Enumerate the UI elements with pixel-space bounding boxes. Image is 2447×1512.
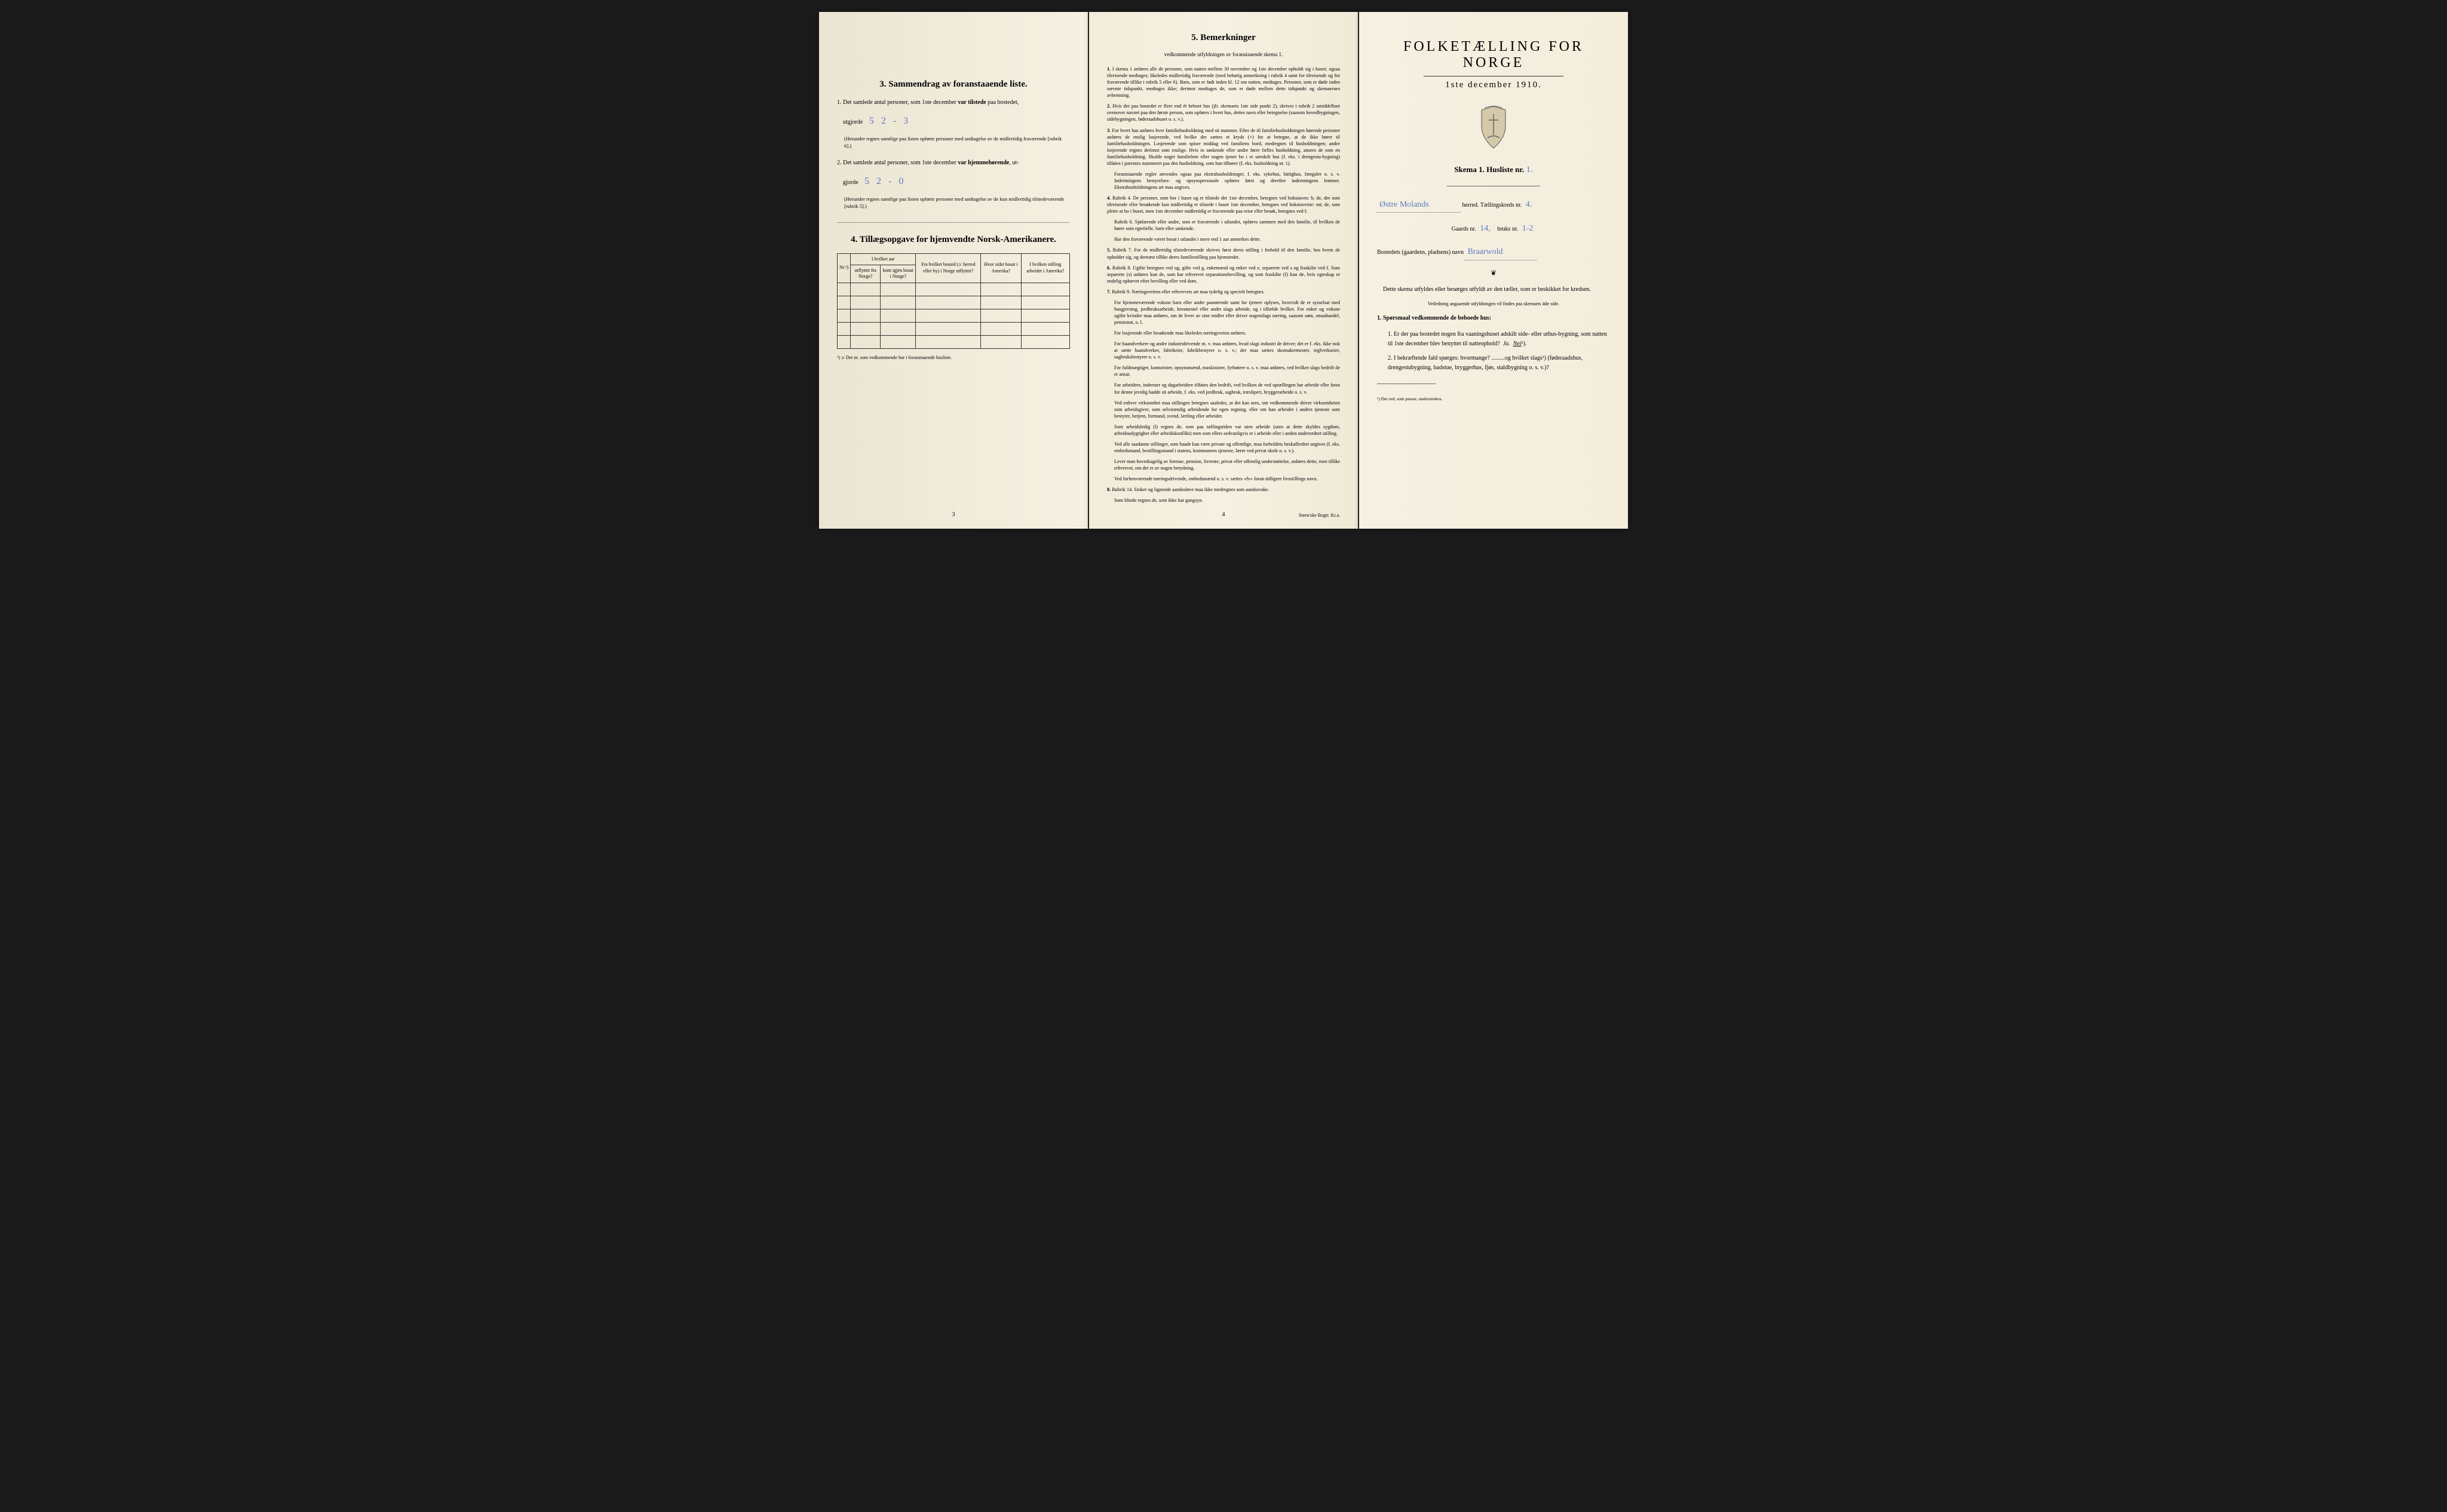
instruction-sub: Veiledning angaaende utfyldningen vil fi… [1377,301,1610,306]
herred-value: Østre Molands [1377,197,1461,213]
remark-item: 7. Rubrik 9. Næringsveiens eller erhverv… [1107,289,1340,295]
page-number-4: 4 [1222,511,1225,518]
coat-of-arms [1377,105,1610,153]
q1-nei-answer: Nei [1513,341,1522,347]
remark-item: 6. Rubrik 8. Ugifte betegnes ved ug, gif… [1107,265,1340,284]
crest-icon [1476,105,1511,150]
page-number-3: 3 [952,511,955,518]
th-stilling: I hvilken stilling arbeidet i Amerika? [1021,253,1069,283]
section5-subtitle: vedkommende utfyldningen av foranstaaend… [1107,51,1340,57]
remark-para: For hjemmeværende voksne barn eller andr… [1114,299,1340,326]
question-1: 1. Er der paa bostedet nogen fra vaaning… [1388,330,1610,349]
table-row [838,309,1070,322]
herred-line: Østre Molands herred. Tællingskreds nr. … [1377,197,1610,213]
page-3: 3. Sammendrag av foranstaaende liste. 1.… [819,12,1088,529]
instruction-text: Dette skema utfyldes eller besørges utfy… [1377,285,1610,294]
remark-extra: Har den fraværende været bosat i utlande… [1114,236,1340,243]
item2-value-line: gjorde 5 2 - 0 [837,174,1070,189]
table-row [838,283,1070,296]
gaards-line: Gaards nr. 14, bruks nr. 1-2 [1377,221,1610,236]
bosted-value: Braarwold [1465,244,1537,260]
remark-extra: Som blinde regnes de, som ikke har gangs… [1114,497,1340,504]
remark-item: 1. I skema 1 anføres alle de personer, s… [1107,66,1340,99]
th-aar: I hvilket aar [851,253,916,265]
remark-item: 8. Rubrik 14. Sinker og lignende aandssl… [1107,486,1340,493]
title-page: FOLKETÆLLING FOR NORGE 1ste december 191… [1359,12,1628,529]
census-date: 1ste december 1910. [1377,80,1610,90]
remark-extra: Rubrik 6. Sjøfarende eller andre, som er… [1114,219,1340,232]
census-title: FOLKETÆLLING FOR NORGE [1377,39,1610,71]
question-2: 2. I bekræftende fald spørges: hvormange… [1388,354,1610,373]
kreds-nr: 4. [1523,200,1535,209]
remark-para: For fuldmægtiger, kontorister, opsynsmæn… [1114,364,1340,378]
remark-para: Lever man hovedsagelig av formue, pensio… [1114,458,1340,471]
skema-line: Skema 1. Husliste nr. 1. [1377,165,1610,175]
gaards-nr: 14, [1477,224,1493,233]
item2: 2. Det samlede antal personer, som 1ste … [837,158,1070,167]
ornament: ❦ [1377,269,1610,278]
printer-note: Steen'ske Bogtr. Kr.a. [1299,513,1340,518]
remarks-list: 1. I skema 1 anføres alle de personer, s… [1107,66,1340,504]
item1-handwritten: 5 2 - 3 [864,116,915,126]
right-footnote: ¹) Det ord, som passer, understrekes. [1377,396,1610,401]
item1-value-line: utgjorde 5 2 - 3 [837,114,1070,128]
remark-para: For haandverkere og andre industridriven… [1114,341,1340,360]
remark-para: Ved forhenværende næringsdrivende, embed… [1114,476,1340,482]
divider [837,222,1070,223]
th-amerika: Hvor sidst bosat i Amerika? [981,253,1021,283]
remark-extra: Foranstaaende regler anvendes ogsaa paa … [1114,171,1340,191]
section4-footnote: ¹) ɔ: Det nr. som vedkommende har i fora… [837,355,1070,360]
bruks-nr: 1-2 [1520,224,1536,233]
table-row [838,296,1070,309]
section3-title: 3. Sammendrag av foranstaaende liste. [837,79,1070,90]
th-igjen: kom igjen bosat i Norge? [881,265,916,283]
table-row [838,335,1070,348]
remark-para: Som arbeidsledig (l) regnes de, som paa … [1114,424,1340,437]
remark-para: For losjerende eller besøkende maa likel… [1114,330,1340,336]
page-4: 5. Bemerkninger vedkommende utfyldningen… [1089,12,1358,529]
table-row [838,322,1070,335]
remark-para: For arbeidere, inderster og dagarbeidere… [1114,382,1340,395]
item1-note: (Herunder regnes samtlige paa listen opf… [844,136,1070,150]
bosted-line: Bostedets (gaardens, pladsens) navn Braa… [1377,244,1610,260]
remark-para: Ved enhver virksomhet maa stillingen bet… [1114,400,1340,419]
remark-item: 2. Hvis der paa bostedet er flere end ét… [1107,103,1340,122]
husliste-nr: 1. [1526,165,1532,174]
remark-item: 3. For hvert hus anføres hver familiehus… [1107,127,1340,167]
section5-title: 5. Bemerkninger [1107,33,1340,43]
emigrant-tbody [838,283,1070,348]
remark-para: Ved alle saadanne stillinger, som baade … [1114,441,1340,454]
th-utflyttet: utflyttet fra Norge? [851,265,881,283]
th-bosted: Fra hvilket bosted (ɔ: herred eller by) … [916,253,981,283]
emigrant-table: Nr.¹) I hvilket aar Fra hvilket bosted (… [837,253,1070,349]
remark-item: 5. Rubrik 7. For de midlertidig tilstede… [1107,247,1340,260]
questions-title: 1. Spørsmaal vedkommende de beboede hus: [1377,314,1610,323]
item2-handwritten: 5 2 - 0 [860,176,910,186]
section4-title: 4. Tillægsopgave for hjemvendte Norsk-Am… [837,235,1070,245]
th-nr: Nr.¹) [838,253,851,283]
item1: 1. Det samlede antal personer, som 1ste … [837,98,1070,107]
item2-note: (Herunder regnes samtlige paa listen opf… [844,196,1070,210]
remark-item: 4. Rubrik 4. De personer, som bor i huse… [1107,195,1340,214]
